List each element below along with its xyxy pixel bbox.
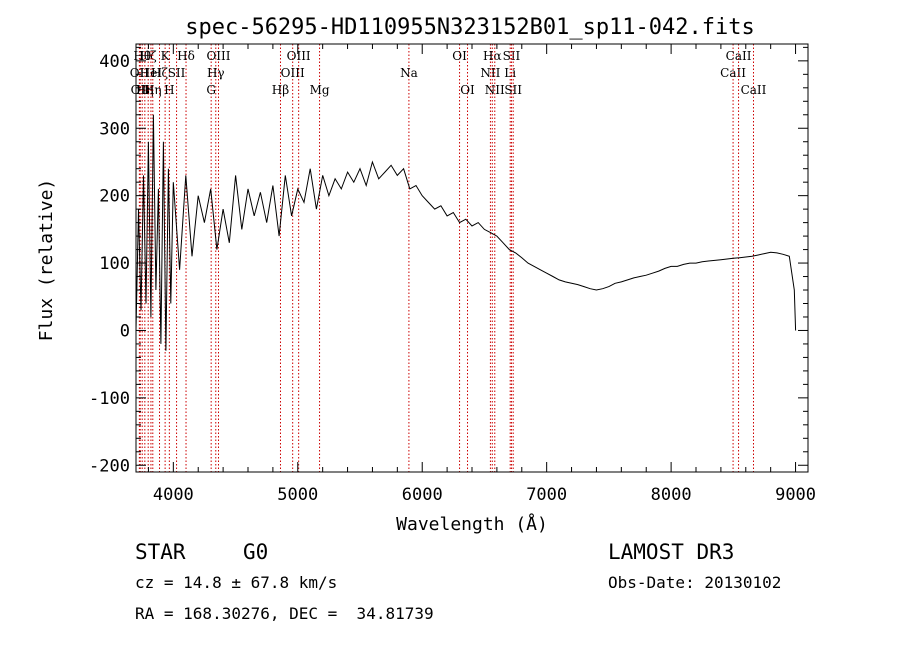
- plot-frame: [135, 43, 809, 473]
- y-tick-label-0: -200: [89, 456, 130, 476]
- y-axis-label: Flux (relative): [36, 179, 57, 342]
- line-marker-label-7: Hζ: [151, 66, 168, 80]
- line-marker-label-10: SII: [168, 66, 186, 80]
- line-marker-label-6: Hη: [144, 83, 162, 97]
- line-marker-label-17: OIII: [287, 49, 311, 63]
- spectral-line-markers: OIIOIIHθHηHζHeIHηHζKHSIIHδGHγOIIIHβOIIIO…: [130, 44, 767, 472]
- line-marker-label-30: CaII: [741, 83, 767, 97]
- object-class: STAR: [135, 540, 186, 564]
- line-marker-label-26: SII: [503, 49, 521, 63]
- y-tick-label-1: -100: [89, 389, 130, 409]
- line-marker-label-18: Mg: [310, 83, 330, 97]
- line-marker-label-23: Hα: [483, 49, 502, 63]
- x-tick-label-2: 6000: [402, 485, 443, 505]
- y-tick-label-5: 300: [99, 119, 130, 139]
- line-marker-label-13: Hγ: [207, 66, 225, 80]
- line-marker-label-2: Hθ: [133, 49, 151, 63]
- x-tick-label-3: 7000: [526, 485, 567, 505]
- line-marker-label-21: OI: [460, 83, 475, 97]
- line-marker-label-20: OI: [452, 49, 467, 63]
- redshift-value: cz = 14.8 ± 67.8 km/s: [135, 573, 338, 592]
- x-axis-label: Wavelength (Å): [396, 513, 548, 535]
- x-tick-label-4: 8000: [651, 485, 692, 505]
- spectral-subclass: G0: [243, 540, 269, 564]
- x-tick-label-1: 5000: [277, 485, 318, 505]
- flux-series: [135, 114, 797, 351]
- line-marker-label-19: Na: [400, 66, 418, 80]
- line-marker-label-9: H: [164, 83, 174, 97]
- x-tick-label-5: 9000: [775, 485, 816, 505]
- line-marker-label-15: Hβ: [272, 83, 289, 97]
- plot-axes: [135, 43, 809, 473]
- line-marker-label-22: NII: [480, 66, 500, 80]
- coordinates: RA = 168.30276, DEC = 34.81739: [135, 604, 434, 623]
- line-marker-label-27: SII: [504, 83, 522, 97]
- line-marker-label-5: HeI: [140, 66, 163, 80]
- x-tick-label-0: 4000: [153, 485, 194, 505]
- series-line-flux: [135, 114, 797, 351]
- y-tick-label-4: 200: [99, 187, 130, 207]
- line-marker-label-28: CaII: [720, 66, 746, 80]
- line-marker-label-24: NII: [485, 83, 505, 97]
- survey-name: LAMOST DR3: [608, 540, 735, 564]
- line-marker-label-16: OIII: [281, 66, 305, 80]
- y-axis-ticks: -200 -100 0 100 200 300 400: [89, 46, 808, 476]
- line-marker-label-25: Li: [504, 66, 516, 80]
- line-marker-label-12: G: [206, 83, 216, 97]
- y-tick-label-6: 400: [99, 52, 130, 72]
- line-marker-label-29: CaII: [726, 49, 752, 63]
- observation-date: Obs-Date: 20130102: [608, 573, 782, 592]
- chart-title: spec-56295-HD110955N323152B01_sp11-042.f…: [185, 15, 755, 40]
- line-marker-label-11: Hδ: [177, 49, 195, 63]
- line-marker-label-14: OIII: [206, 49, 230, 63]
- y-tick-label-2: 0: [120, 321, 130, 341]
- y-tick-label-3: 100: [99, 254, 130, 274]
- x-axis-ticks: 4000 5000 6000 7000 8000 9000: [147, 44, 816, 505]
- line-marker-label-3: Hη: [136, 83, 154, 97]
- line-marker-label-8: K: [161, 49, 171, 63]
